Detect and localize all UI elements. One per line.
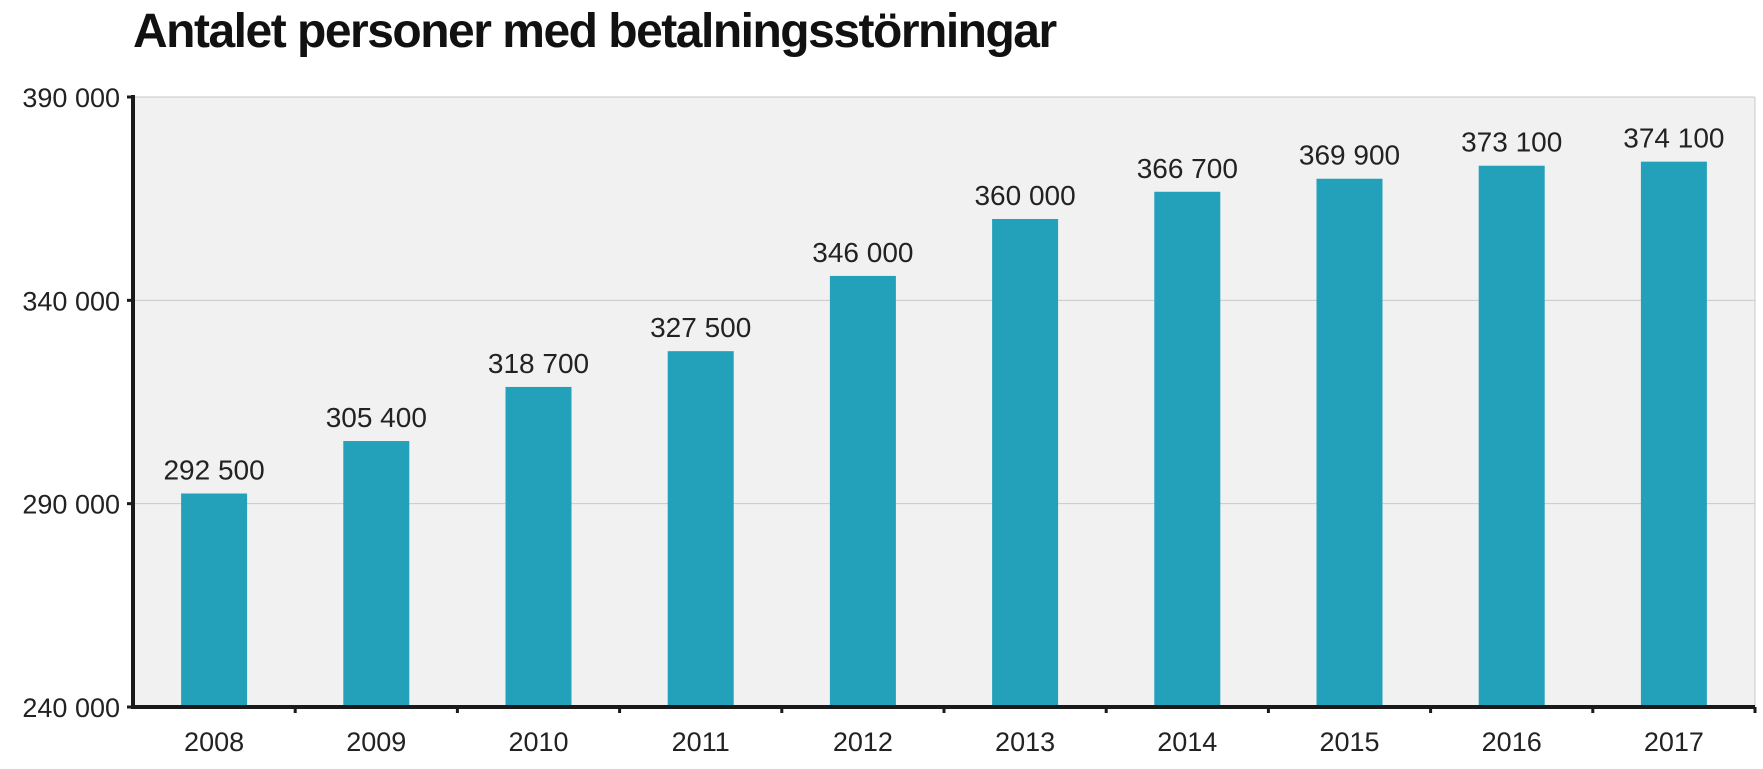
x-tick-label: 2012 bbox=[833, 727, 893, 757]
bar bbox=[1154, 191, 1221, 708]
bar bbox=[343, 441, 410, 707]
y-tick-label: 290 000 bbox=[22, 490, 120, 520]
x-tick-label: 2013 bbox=[995, 727, 1055, 757]
x-tick-label: 2011 bbox=[672, 727, 730, 757]
x-tick-label: 2015 bbox=[1319, 727, 1379, 757]
data-label: 366 700 bbox=[1137, 153, 1238, 184]
bar bbox=[1316, 178, 1383, 708]
y-tick-label: 340 000 bbox=[22, 286, 120, 316]
bar bbox=[667, 351, 734, 707]
x-tick-label: 2010 bbox=[508, 727, 568, 757]
x-tick-label: 2016 bbox=[1482, 727, 1542, 757]
bar bbox=[181, 493, 248, 707]
data-label: 373 100 bbox=[1461, 127, 1562, 158]
y-tick-label: 240 000 bbox=[22, 693, 120, 723]
bar bbox=[992, 219, 1059, 707]
x-tick-label: 2009 bbox=[346, 727, 406, 757]
bar bbox=[1478, 165, 1545, 707]
y-tick-label: 390 000 bbox=[22, 83, 120, 113]
data-label: 318 700 bbox=[488, 348, 589, 379]
data-label: 360 000 bbox=[974, 180, 1075, 211]
data-label: 374 100 bbox=[1623, 123, 1724, 154]
x-tick-label: 2008 bbox=[184, 727, 244, 757]
data-label: 327 500 bbox=[650, 312, 751, 343]
data-label: 346 000 bbox=[812, 237, 913, 268]
bar bbox=[505, 386, 572, 707]
bar bbox=[1640, 161, 1707, 707]
data-label: 305 400 bbox=[326, 402, 427, 433]
x-tick-label: 2017 bbox=[1644, 727, 1704, 757]
data-label: 369 900 bbox=[1299, 140, 1400, 171]
chart-title: Antalet personer med betalningsstörninga… bbox=[133, 5, 1057, 58]
data-label: 292 500 bbox=[163, 455, 264, 486]
x-tick-label: 2014 bbox=[1157, 727, 1217, 757]
bar bbox=[829, 275, 896, 707]
